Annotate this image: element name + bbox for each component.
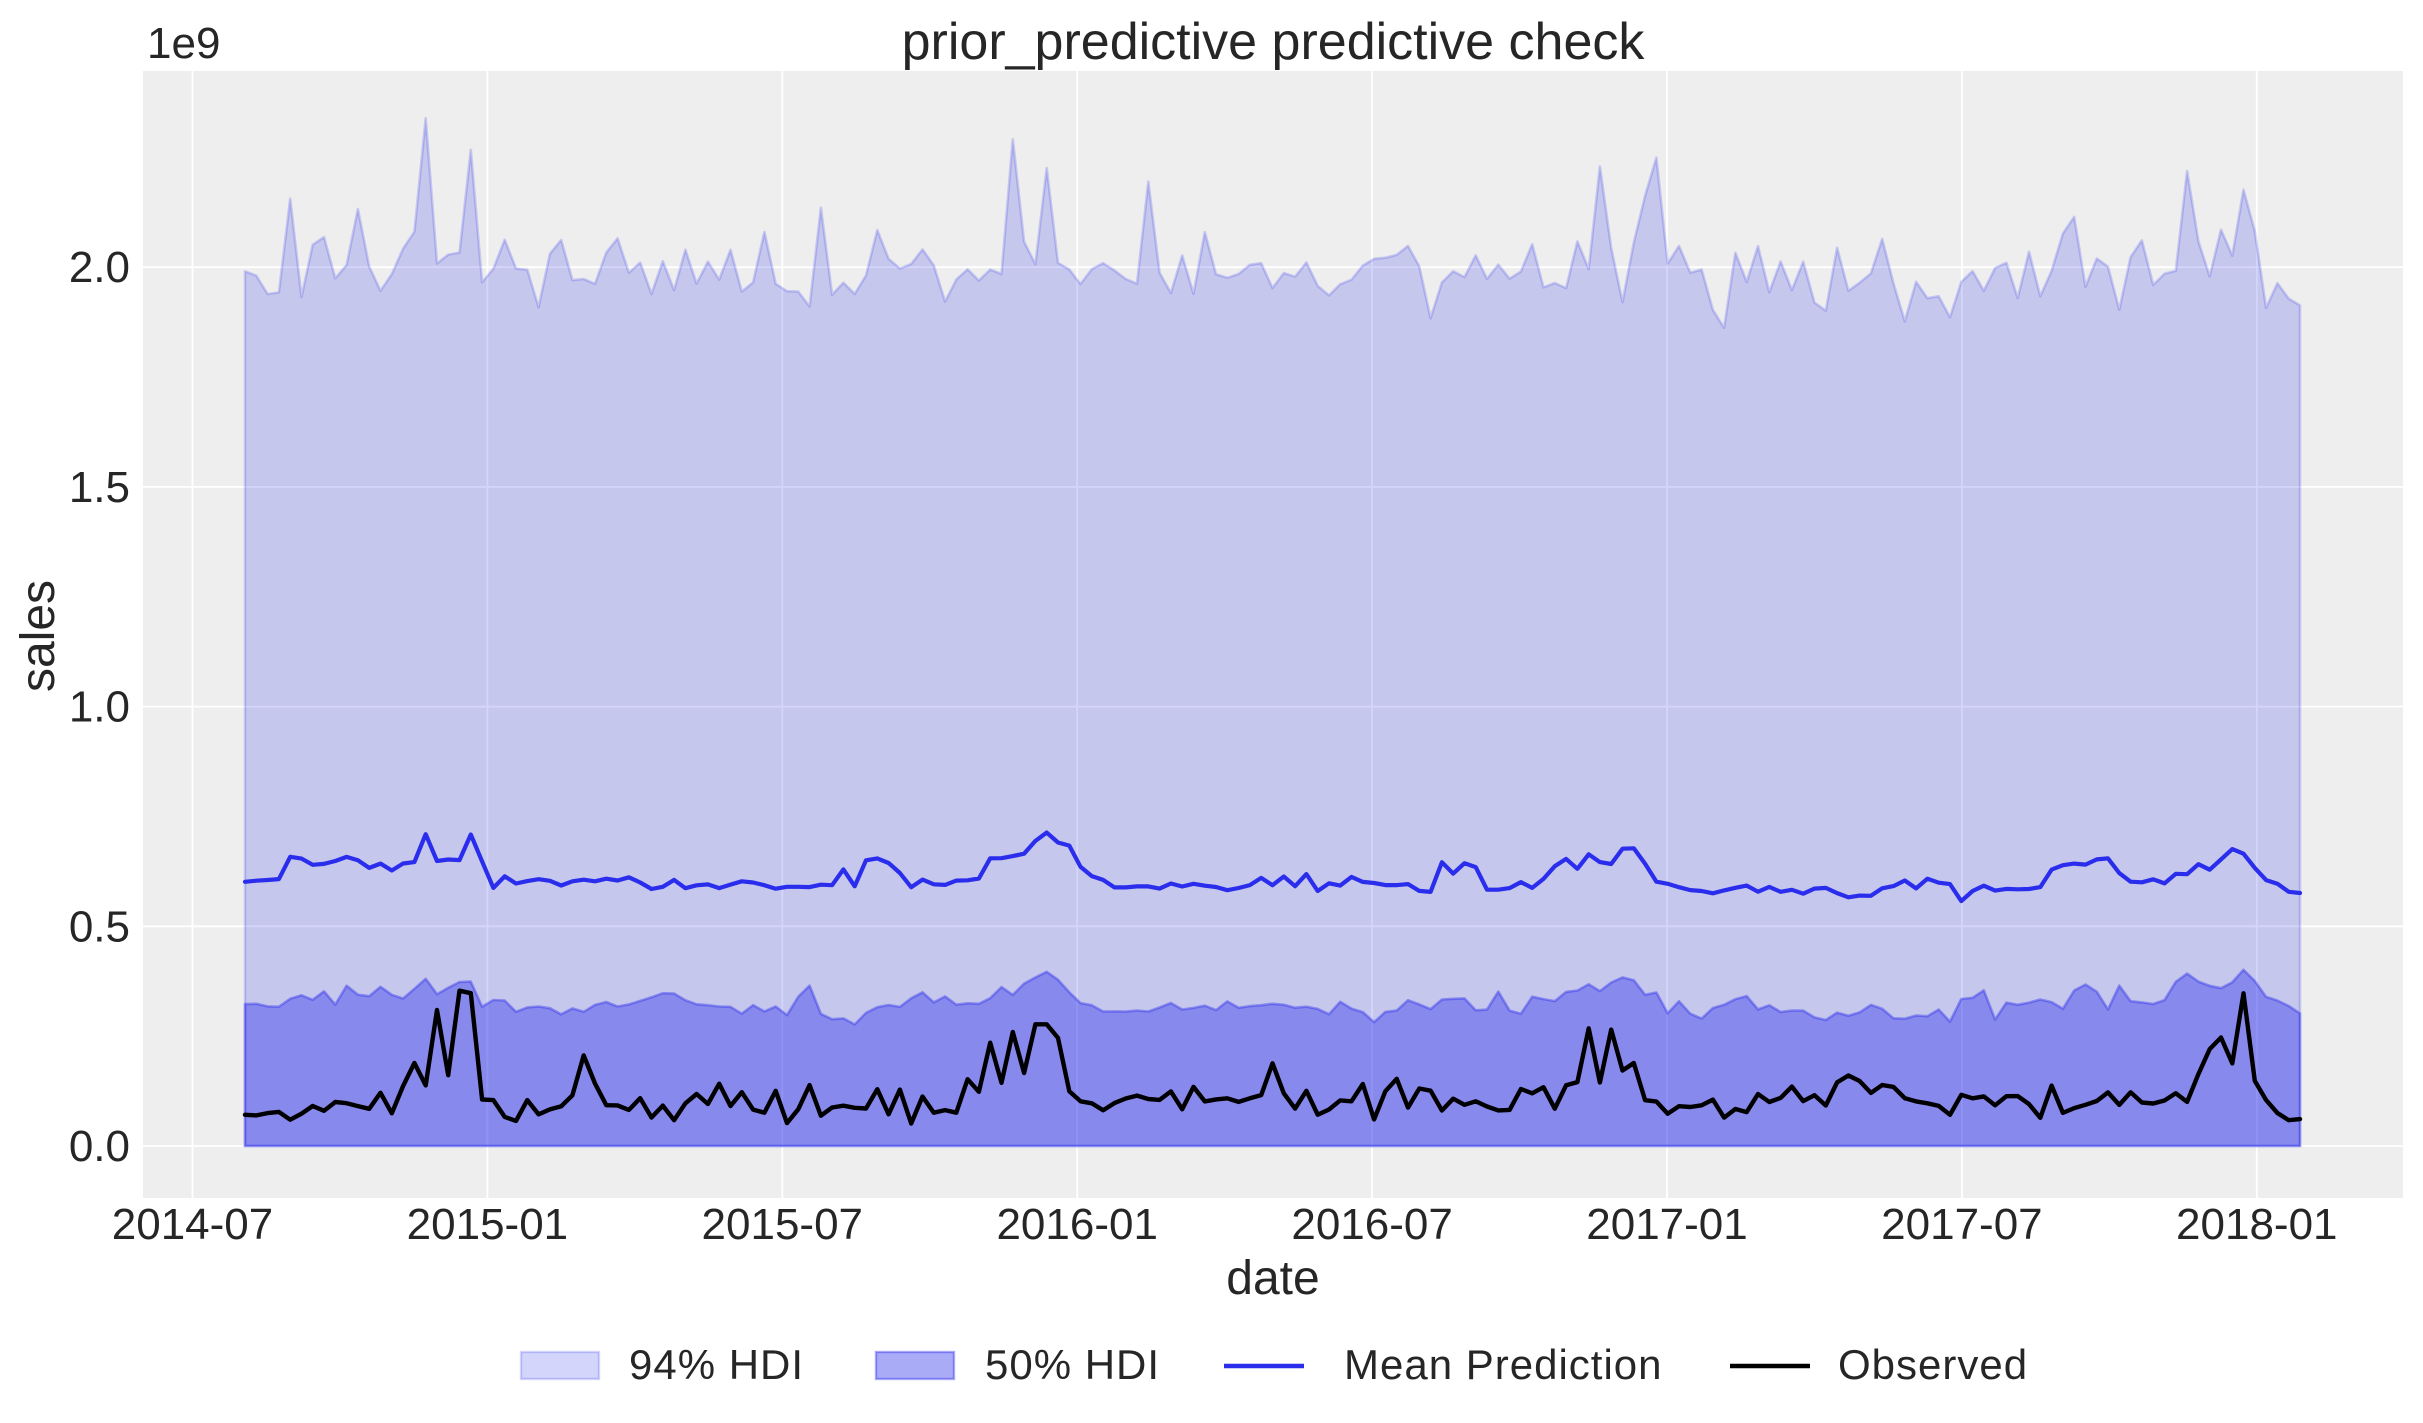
svg-text:sales: sales (12, 580, 65, 692)
svg-text:50% HDI: 50% HDI (985, 1341, 1160, 1388)
svg-text:2015-07: 2015-07 (702, 1200, 863, 1249)
svg-text:2014-07: 2014-07 (112, 1200, 273, 1249)
svg-text:Observed: Observed (1838, 1341, 2028, 1388)
svg-text:0.5: 0.5 (69, 902, 130, 951)
svg-text:94% HDI: 94% HDI (629, 1341, 804, 1388)
svg-text:2015-01: 2015-01 (407, 1200, 568, 1249)
svg-text:1.5: 1.5 (69, 463, 130, 512)
svg-text:prior_predictive predictive ch: prior_predictive predictive check (902, 13, 1646, 71)
svg-text:2017-07: 2017-07 (1881, 1200, 2042, 1249)
svg-text:2017-01: 2017-01 (1586, 1200, 1747, 1249)
svg-text:Mean Prediction: Mean Prediction (1344, 1341, 1663, 1388)
svg-text:2016-01: 2016-01 (996, 1200, 1157, 1249)
svg-text:1e9: 1e9 (147, 19, 220, 68)
svg-text:2018-01: 2018-01 (2176, 1200, 2337, 1249)
svg-text:2016-07: 2016-07 (1291, 1200, 1452, 1249)
svg-text:1.0: 1.0 (69, 683, 130, 732)
svg-text:date: date (1226, 1252, 1319, 1305)
svg-text:2.0: 2.0 (69, 243, 130, 292)
svg-text:0.0: 0.0 (69, 1122, 130, 1171)
